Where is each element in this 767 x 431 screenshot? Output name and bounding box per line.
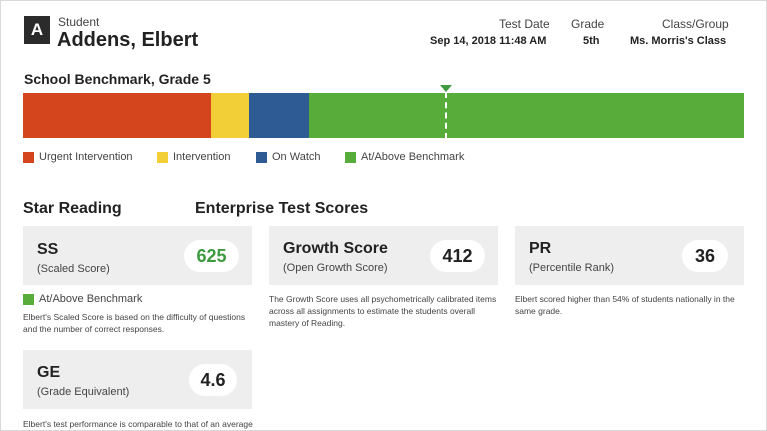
test-date-label: Test Date: [499, 17, 550, 31]
growth-score-card: Growth Score (Open Growth Score) 412: [269, 226, 498, 285]
legend-label: Intervention: [173, 151, 231, 163]
scaled-score-card: SS (Scaled Score) 625: [23, 226, 252, 285]
legend-swatch: [23, 151, 34, 163]
test-date-value: Sep 14, 2018 11:48 AM: [430, 35, 547, 47]
legend-label: On Watch: [272, 151, 321, 163]
legend-at-above-benchmark: At/Above Benchmark: [345, 151, 464, 163]
card-subtitle: (Scaled Score): [37, 263, 110, 275]
grade-value: 5th: [583, 35, 600, 47]
card-subtitle: (Open Growth Score): [283, 262, 388, 274]
legend-swatch: [23, 293, 34, 305]
ss-note: Elbert's Scaled Score is based on the di…: [23, 312, 246, 334]
card-subtitle: (Grade Equivalent): [37, 386, 130, 398]
legend-urgent-intervention: Urgent Intervention: [23, 151, 133, 163]
ss-benchmark-legend: At/Above Benchmark: [23, 293, 142, 305]
legend-label: At/Above Benchmark: [361, 151, 465, 163]
grade-equivalent-card: GE (Grade Equivalent) 4.6: [23, 350, 252, 409]
card-subtitle: (Percentile Rank): [529, 262, 614, 274]
grade-label: Grade: [571, 17, 605, 31]
legend-on-watch: On Watch: [256, 151, 321, 163]
percentile-rank-value: 36: [682, 240, 728, 272]
legend-swatch: [256, 151, 267, 163]
segment-intervention: [211, 93, 249, 138]
grade-equivalent-value: 4.6: [189, 364, 237, 396]
card-abbr: PR: [529, 240, 552, 257]
growth-note: The Growth Score uses all psychometrical…: [269, 294, 497, 328]
class-group-value: Ms. Morris's Class: [630, 35, 727, 47]
student-label: Student: [58, 15, 100, 29]
student-name: Addens, Elbert: [57, 29, 199, 51]
legend-label: At/Above Benchmark: [39, 293, 143, 305]
percentile-rank-card: PR (Percentile Rank) 36: [515, 226, 744, 285]
benchmark-bar: [23, 93, 744, 138]
legend-swatch: [157, 151, 168, 163]
legend-intervention: Intervention: [157, 151, 230, 163]
pr-note: Elbert scored higher than 54% of student…: [515, 294, 735, 316]
card-abbr: GE: [37, 364, 61, 381]
ge-note: Elbert's test performance is comparable …: [23, 419, 253, 429]
growth-score-value: 412: [430, 240, 485, 272]
card-abbr: SS: [37, 241, 59, 258]
segment-urgent-intervention: [23, 93, 211, 138]
benchmark-title: School Benchmark, Grade 5: [24, 71, 211, 87]
score-marker-triangle-icon: [440, 85, 452, 92]
scaled-score-value: 625: [184, 240, 239, 272]
score-marker-line: [445, 92, 447, 139]
legend-swatch: [345, 151, 356, 163]
class-group-label: Class/Group: [662, 17, 729, 31]
segment-on-watch: [249, 93, 309, 138]
enterprise-scores-title: Enterprise Test Scores: [195, 200, 369, 217]
segment-at-above-benchmark: [309, 93, 744, 138]
legend-label: Urgent Intervention: [39, 151, 133, 163]
student-avatar: A: [24, 16, 50, 44]
star-reading-title: Star Reading: [23, 200, 122, 217]
card-abbr: Growth Score: [283, 240, 388, 257]
